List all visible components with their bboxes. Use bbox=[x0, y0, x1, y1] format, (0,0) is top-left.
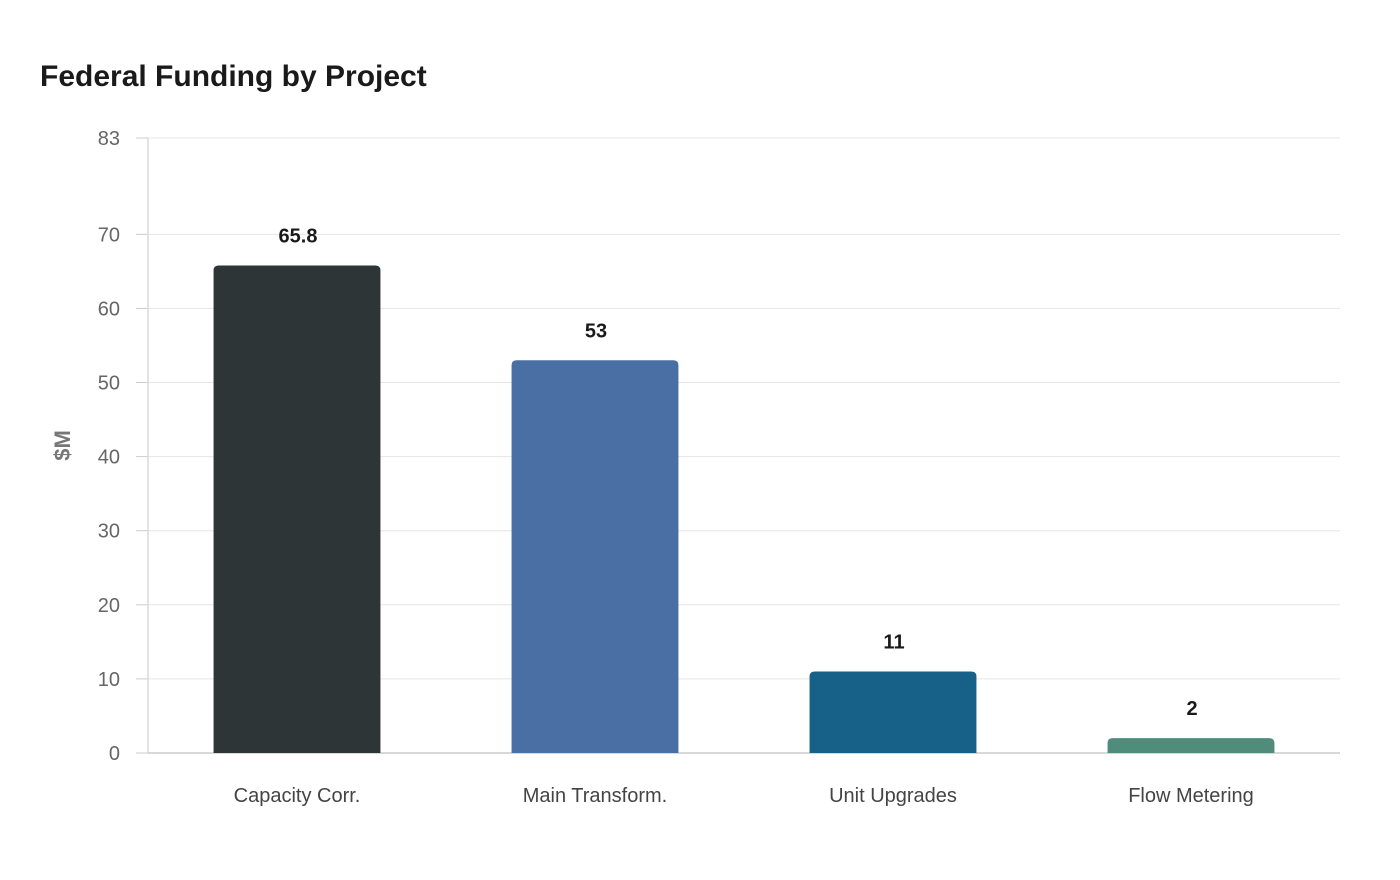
y-tick-label: 20 bbox=[98, 595, 120, 617]
y-tick-label: 70 bbox=[98, 224, 120, 246]
y-tick-label: 30 bbox=[98, 521, 120, 543]
chart-title: Federal Funding by Project bbox=[40, 60, 427, 93]
data-label: 53 bbox=[585, 320, 607, 342]
data-label: 11 bbox=[883, 631, 904, 653]
x-tick-label: Main Transform. bbox=[523, 785, 667, 807]
y-tick-label: 50 bbox=[98, 373, 120, 395]
bar-main-transform bbox=[511, 360, 679, 753]
y-tick-label: 10 bbox=[98, 669, 120, 691]
x-tick-label: Capacity Corr. bbox=[234, 785, 361, 807]
bars bbox=[213, 265, 1275, 753]
y-tick-label: 83 bbox=[98, 128, 120, 150]
bar-unit-upgrades bbox=[809, 671, 977, 753]
y-tick-label: 40 bbox=[98, 447, 120, 469]
x-tick-label: Unit Upgrades bbox=[829, 785, 957, 807]
y-axis-title: $M bbox=[50, 430, 75, 461]
y-tick-label: 0 bbox=[109, 743, 120, 765]
data-label: 2 bbox=[1186, 698, 1197, 720]
bar-flow-metering bbox=[1107, 738, 1275, 753]
x-tick-label: Flow Metering bbox=[1128, 785, 1254, 807]
data-label: 65.8 bbox=[279, 225, 318, 247]
labels: 65.8 Capacity Corr. 53 Main Transform. 11 Uni… bbox=[234, 225, 1254, 807]
bar-capacity-corr bbox=[213, 265, 381, 753]
y-tick-label: 60 bbox=[98, 298, 120, 320]
